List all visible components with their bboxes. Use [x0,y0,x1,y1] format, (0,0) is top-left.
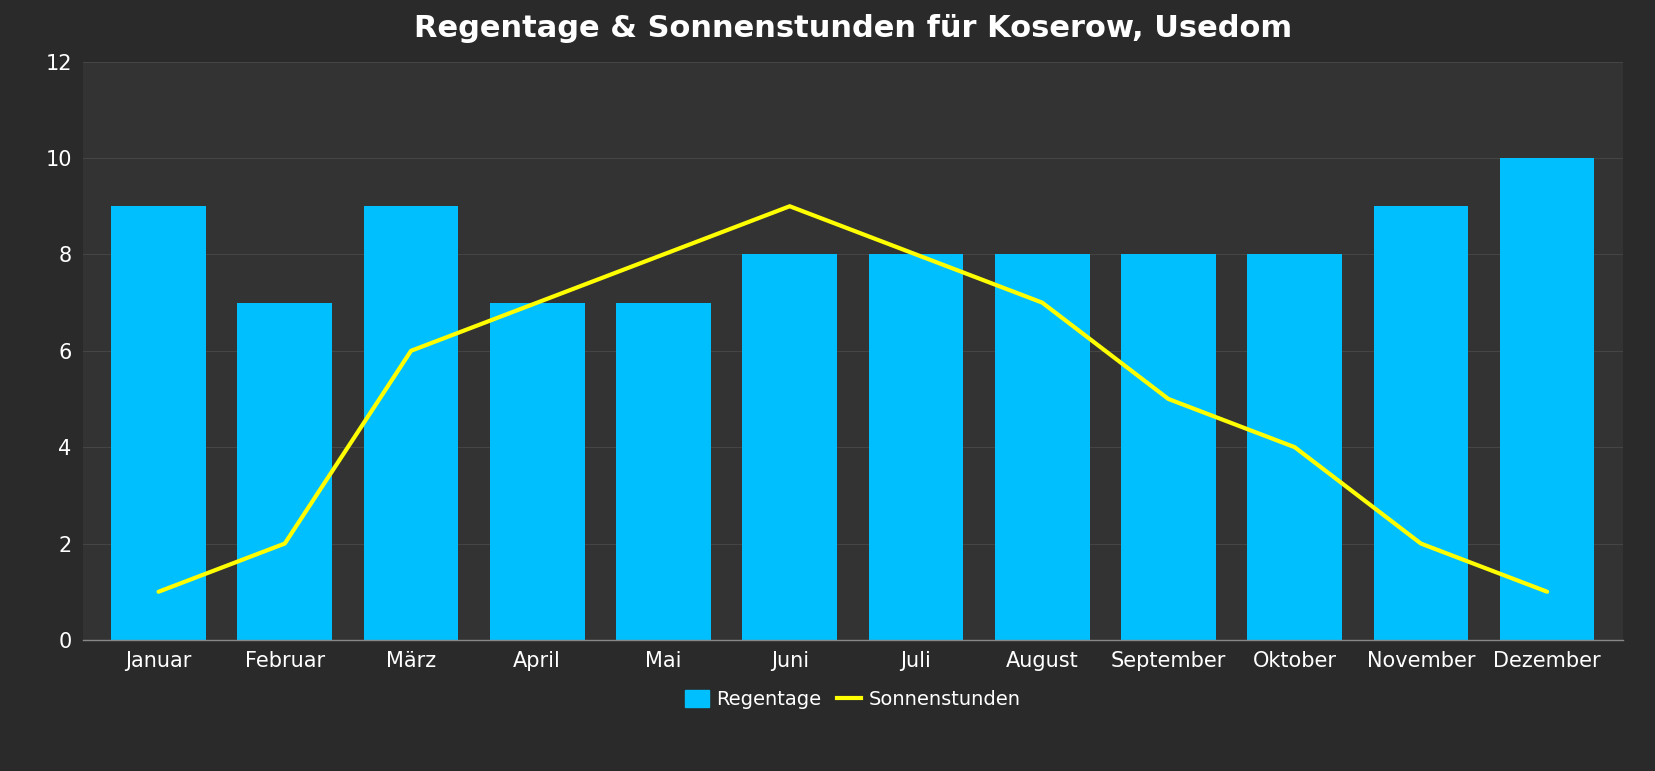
Bar [237,302,333,640]
Bar [1372,206,1468,640]
Bar [995,254,1089,640]
Bar [1246,254,1341,640]
Legend: Regentage, Sonnenstunden: Regentage, Sonnenstunden [677,682,1028,717]
Bar [741,254,836,640]
Title: Regentage & Sonnenstunden für Koserow, Usedom: Regentage & Sonnenstunden für Koserow, U… [414,14,1291,42]
Bar [869,254,963,640]
Bar [364,206,458,640]
Bar [1120,254,1215,640]
Bar [111,206,205,640]
Bar [1499,158,1594,640]
Bar [490,302,584,640]
Bar [616,302,710,640]
